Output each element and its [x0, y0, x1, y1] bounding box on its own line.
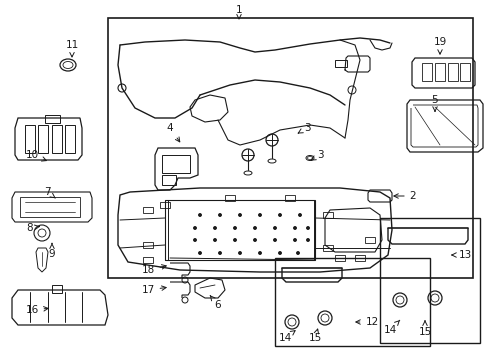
Bar: [160, 202, 170, 208]
Text: 3: 3: [310, 150, 323, 160]
Text: 7: 7: [43, 187, 55, 198]
Text: 4: 4: [166, 123, 180, 142]
Circle shape: [198, 252, 201, 255]
Circle shape: [193, 226, 196, 230]
Bar: [164, 200, 314, 260]
Bar: [52, 285, 62, 293]
Bar: [142, 207, 153, 213]
Circle shape: [258, 252, 261, 255]
Bar: [20, 197, 80, 217]
Text: 9: 9: [49, 243, 55, 259]
Bar: [334, 255, 345, 261]
Circle shape: [278, 213, 281, 216]
Text: 13: 13: [451, 250, 470, 260]
Circle shape: [238, 213, 241, 216]
Circle shape: [278, 252, 281, 255]
Bar: [447, 63, 457, 81]
Text: 6: 6: [210, 296, 221, 310]
Text: 10: 10: [25, 150, 46, 161]
Text: 3: 3: [298, 123, 310, 133]
Text: 16: 16: [25, 305, 48, 315]
Text: 15: 15: [308, 329, 321, 343]
Text: 19: 19: [432, 37, 446, 54]
Text: 17: 17: [141, 285, 166, 295]
Bar: [323, 212, 332, 218]
Circle shape: [306, 226, 309, 230]
Bar: [108, 18, 472, 278]
Text: 12: 12: [355, 317, 378, 327]
Bar: [38, 125, 48, 153]
Circle shape: [193, 238, 196, 242]
Bar: [25, 125, 35, 153]
Bar: [459, 63, 469, 81]
Circle shape: [213, 238, 216, 242]
Circle shape: [306, 238, 309, 242]
Circle shape: [273, 238, 276, 242]
Bar: [421, 63, 431, 81]
Circle shape: [233, 238, 236, 242]
Circle shape: [296, 252, 299, 255]
Text: 14: 14: [278, 330, 295, 343]
Circle shape: [218, 252, 221, 255]
Text: 5: 5: [431, 95, 437, 111]
Circle shape: [198, 213, 201, 216]
Bar: [434, 63, 444, 81]
Bar: [274, 258, 429, 346]
Circle shape: [218, 213, 221, 216]
Bar: [379, 218, 479, 343]
Bar: [45, 115, 60, 123]
Bar: [323, 245, 332, 251]
Bar: [65, 125, 75, 153]
Bar: [162, 175, 176, 185]
Circle shape: [233, 226, 236, 230]
Text: 18: 18: [141, 265, 166, 275]
Bar: [52, 125, 62, 153]
Bar: [142, 242, 153, 248]
Circle shape: [298, 213, 301, 216]
Bar: [162, 155, 190, 173]
Circle shape: [238, 252, 241, 255]
Circle shape: [253, 226, 256, 230]
Bar: [334, 60, 346, 67]
Circle shape: [293, 238, 296, 242]
Circle shape: [293, 226, 296, 230]
Circle shape: [258, 213, 261, 216]
Text: 1: 1: [235, 5, 242, 19]
Circle shape: [253, 238, 256, 242]
Bar: [354, 255, 364, 261]
Circle shape: [213, 226, 216, 230]
Circle shape: [273, 226, 276, 230]
Text: 15: 15: [418, 321, 431, 337]
Bar: [142, 257, 153, 263]
Bar: [285, 195, 294, 201]
Text: 8: 8: [27, 223, 39, 233]
Text: 14: 14: [383, 320, 399, 335]
Bar: [224, 195, 235, 201]
Text: 11: 11: [65, 40, 79, 57]
Text: 2: 2: [393, 191, 415, 201]
Bar: [364, 237, 374, 243]
